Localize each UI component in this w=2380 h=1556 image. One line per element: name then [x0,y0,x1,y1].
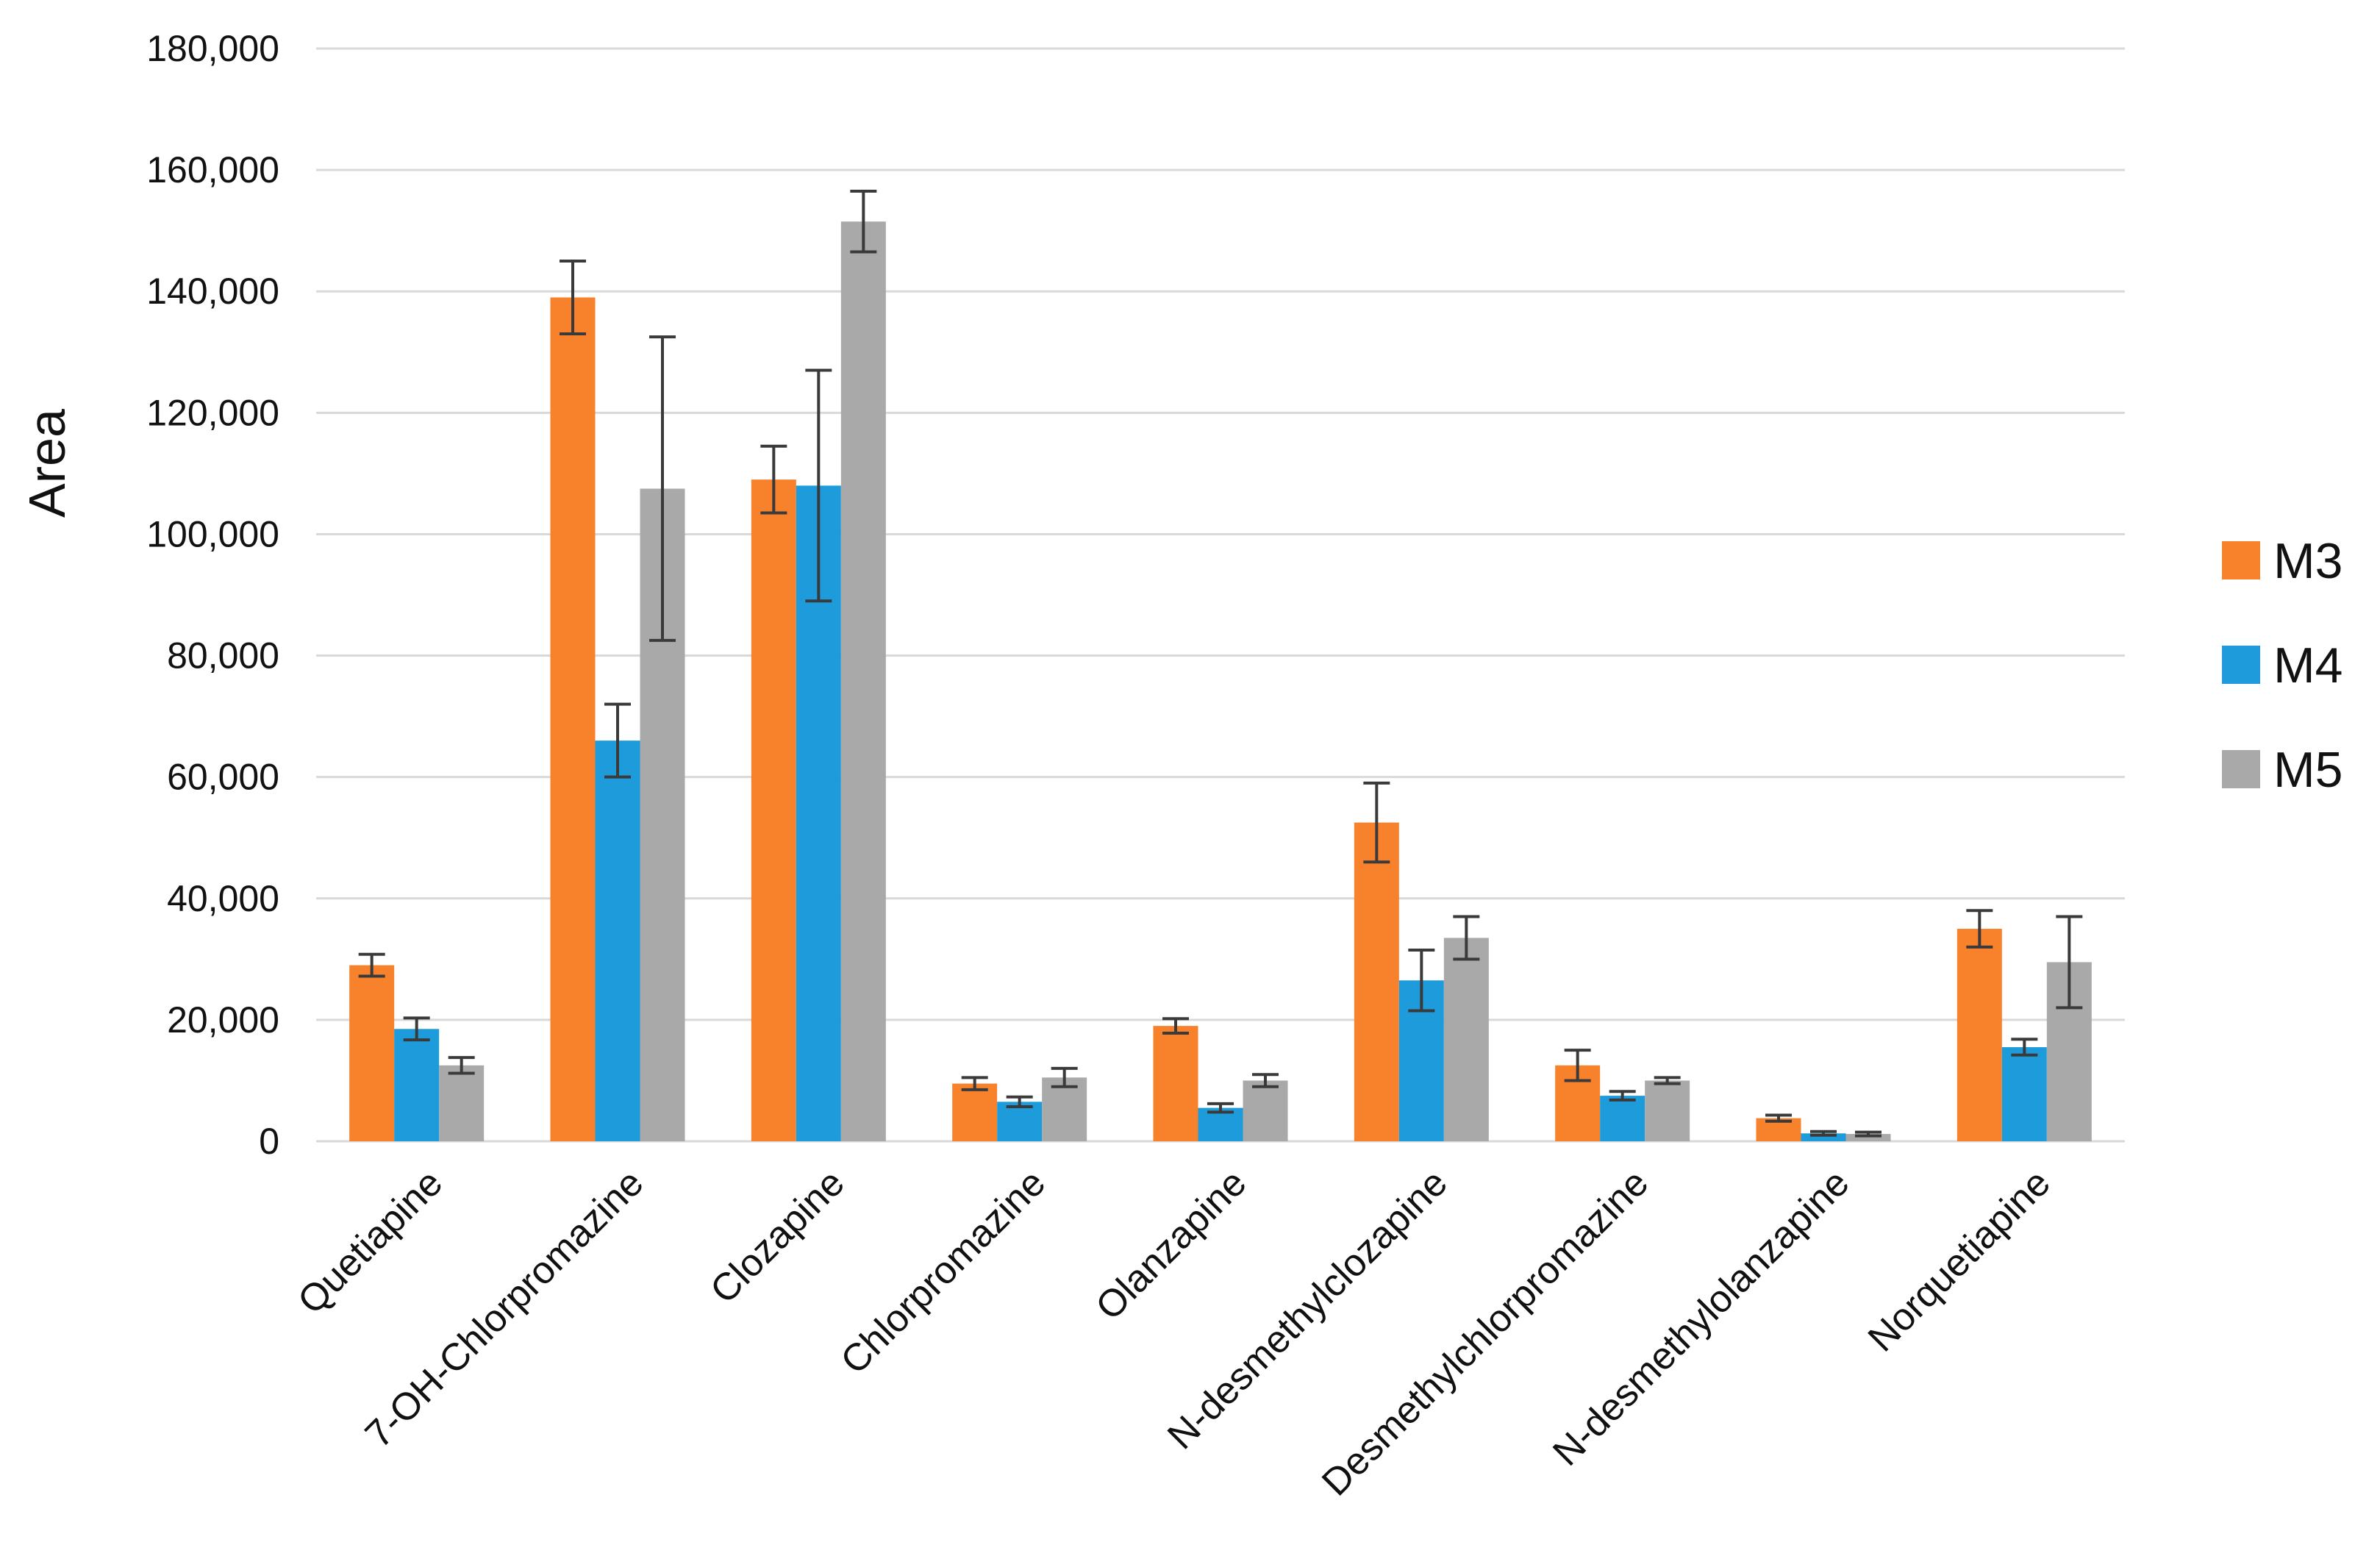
error-bar-m5 [1051,1066,1078,1088]
legend-swatch-m4 [2222,646,2260,684]
error-bar-m4 [1006,1095,1033,1108]
bar-m3 [1153,1026,1198,1141]
legend-label-m3: M3 [2273,533,2343,589]
x-category-label: Chlorpromazine [833,1161,1054,1382]
error-bar-m4 [403,1016,430,1042]
error-bar-m4 [1408,948,1435,1013]
bar-m5 [1845,1134,1891,1141]
error-bar-m4 [805,368,832,603]
y-tick-label: 0 [259,1121,279,1162]
error-bar-m3 [560,259,586,336]
x-category-label: Desmethylchlorpromazine [1314,1161,1657,1504]
bar-m5 [1243,1080,1288,1141]
error-bar-m5 [1453,915,1480,961]
error-bar-m3 [358,952,385,978]
bars [349,221,2092,1141]
x-category-label: Olanzapine [1087,1161,1254,1328]
bar-m4 [1600,1096,1645,1141]
y-tick-label: 40,000 [167,878,279,919]
error-bar-m4 [1609,1090,1636,1102]
bar-m5 [1443,938,1489,1141]
y-tick-label: 100,000 [146,513,279,554]
error-bar-m3 [1564,1049,1591,1082]
error-bar-m4 [2011,1038,2038,1057]
bar-m4 [2001,1047,2047,1141]
error-bar-m4 [1810,1129,1837,1137]
bar-m3 [1354,822,1399,1141]
bar-m5 [1042,1077,1087,1141]
bar-m3 [751,479,796,1141]
error-bar-m4 [1207,1102,1234,1114]
legend-label-m4: M4 [2273,638,2343,693]
bar-m4 [394,1029,440,1141]
error-bar-m4 [604,702,631,779]
y-axis-ticks: 0 20,000 40,000 60,000 80,000 100,000 120,000 1… [146,28,279,1162]
bar-m3 [952,1083,998,1141]
error-bar-m3 [1966,909,1993,949]
y-axis-title: Area [18,409,76,518]
bar-m4 [1801,1133,1846,1141]
y-tick-label: 180,000 [146,28,279,69]
legend: M3 M4 M5 [2222,533,2343,798]
error-bar-m5 [448,1056,475,1075]
x-category-label: Norquetiapine [1860,1161,2059,1360]
error-bar-m3 [760,444,787,515]
error-bar-m5 [649,335,676,642]
error-bar-m5 [850,190,877,254]
error-bar-m3 [1162,1017,1189,1035]
bar-m5 [439,1065,485,1141]
legend-swatch-m3 [2222,541,2260,579]
bar-m3 [1956,929,2002,1141]
error-bar-m5 [2056,915,2083,1010]
x-category-label: Clozapine [702,1161,853,1312]
error-bar-m5 [1855,1130,1882,1138]
y-tick-label: 60,000 [167,757,279,798]
error-bar-m5 [1654,1076,1681,1085]
bar-m3 [550,297,596,1141]
y-tick-label: 160,000 [146,149,279,190]
bar-m4 [595,740,640,1141]
bar-m3 [349,965,395,1141]
legend-swatch-m5 [2222,750,2260,788]
error-bar-m3 [1363,781,1390,864]
y-tick-label: 120,000 [146,392,279,433]
error-bar-m5 [1252,1073,1279,1088]
y-tick-label: 140,000 [146,271,279,312]
error-bars [358,190,2083,1138]
y-tick-label: 20,000 [167,999,279,1041]
bar-m5 [1645,1080,1690,1141]
x-category-label: Quetiapine [290,1161,451,1322]
bar-m4 [997,1102,1043,1141]
legend-label-m5: M5 [2273,742,2343,798]
error-bar-m3 [1765,1113,1792,1123]
y-tick-label: 80,000 [167,635,279,677]
bar-m5 [840,221,886,1141]
error-bar-m3 [961,1076,988,1091]
